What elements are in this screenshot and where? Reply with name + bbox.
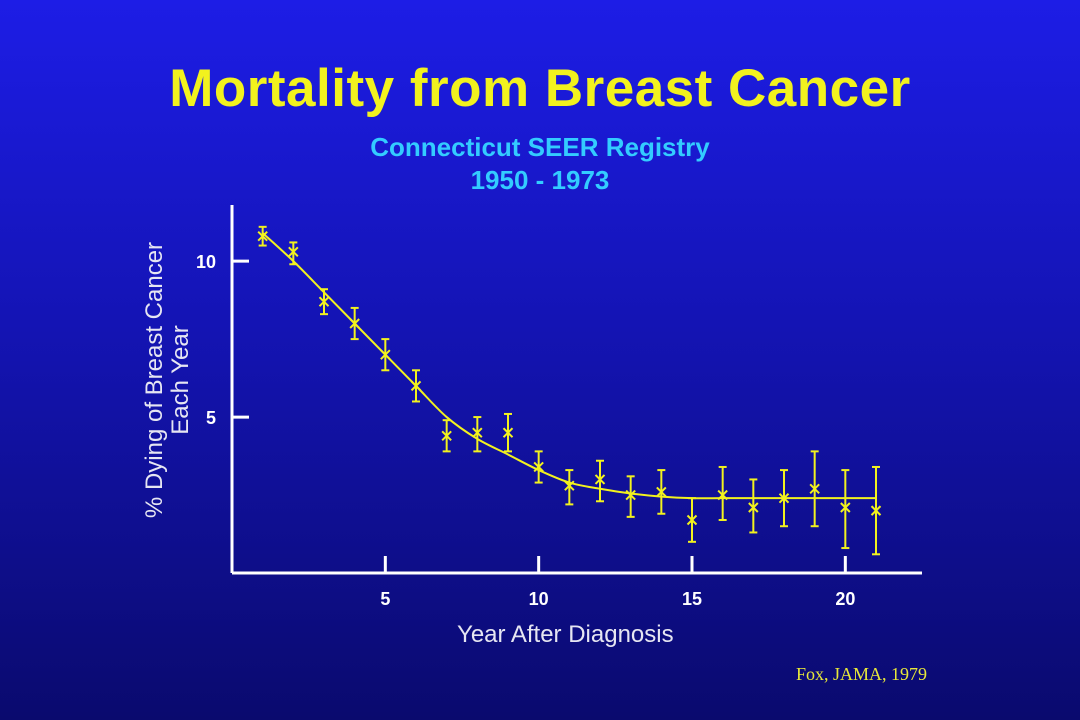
x-marker [533,461,544,473]
x-marker [410,380,422,392]
x-tick-label: 10 [529,589,549,609]
x-marker [625,489,636,501]
x-marker [840,502,851,513]
data-point [380,338,391,372]
data-point [564,469,575,506]
x-tick-label: 5 [380,589,390,609]
data-point [778,469,790,528]
x-marker [778,492,790,504]
x-marker [288,246,299,257]
data-point [410,369,422,403]
subtitle-registry: Connecticut SEER Registry [370,132,710,162]
data-point [625,475,636,518]
x-marker [809,483,820,495]
data-point [472,416,483,453]
x-marker [656,486,667,498]
data-point [533,450,544,484]
data-point [809,450,820,528]
y-axis-label-line: % Dying of Breast Cancer [141,242,168,518]
data-point [318,288,330,316]
data-point [257,225,268,247]
data-point [717,465,728,521]
x-marker [349,318,360,329]
axes [230,205,922,575]
x-marker [564,480,575,491]
data-point [686,497,698,543]
x-marker [257,230,268,242]
x-marker [472,427,483,438]
data-point [594,459,606,503]
x-axis-label: Year After Diagnosis [457,621,674,648]
x-marker [870,505,882,516]
trend-curve [261,232,876,500]
y-axis-label: % Dying of Breast Cancer Each Year [141,242,194,518]
data-point [441,419,452,453]
x-marker [502,427,514,438]
x-marker [594,474,606,485]
data-point [288,241,299,266]
y-tick-label: 10 [196,252,216,272]
citation: Fox, JAMA, 1979 [796,664,928,684]
x-marker [686,514,698,526]
x-tick-label: 20 [835,589,855,609]
x-marker [717,489,728,501]
x-marker [748,502,759,513]
y-axis-label-line: Each Year [167,325,194,434]
x-tick-label: 15 [682,589,702,609]
data-point [502,412,514,453]
x-marker [441,430,452,441]
x-marker [380,349,391,360]
page-title: Mortality from Breast Cancer [169,59,911,118]
x-ticks: 5 10 15 20 [380,556,855,609]
subtitle-years: 1950 - 1973 [470,165,610,195]
data-point [870,465,882,556]
data-points [257,225,882,556]
data-point [656,469,667,515]
data-point [748,478,759,534]
y-ticks: 5 10 [196,252,249,428]
x-marker [318,296,330,307]
y-tick-label: 5 [206,408,216,428]
data-point [349,306,360,341]
data-point [840,469,851,550]
